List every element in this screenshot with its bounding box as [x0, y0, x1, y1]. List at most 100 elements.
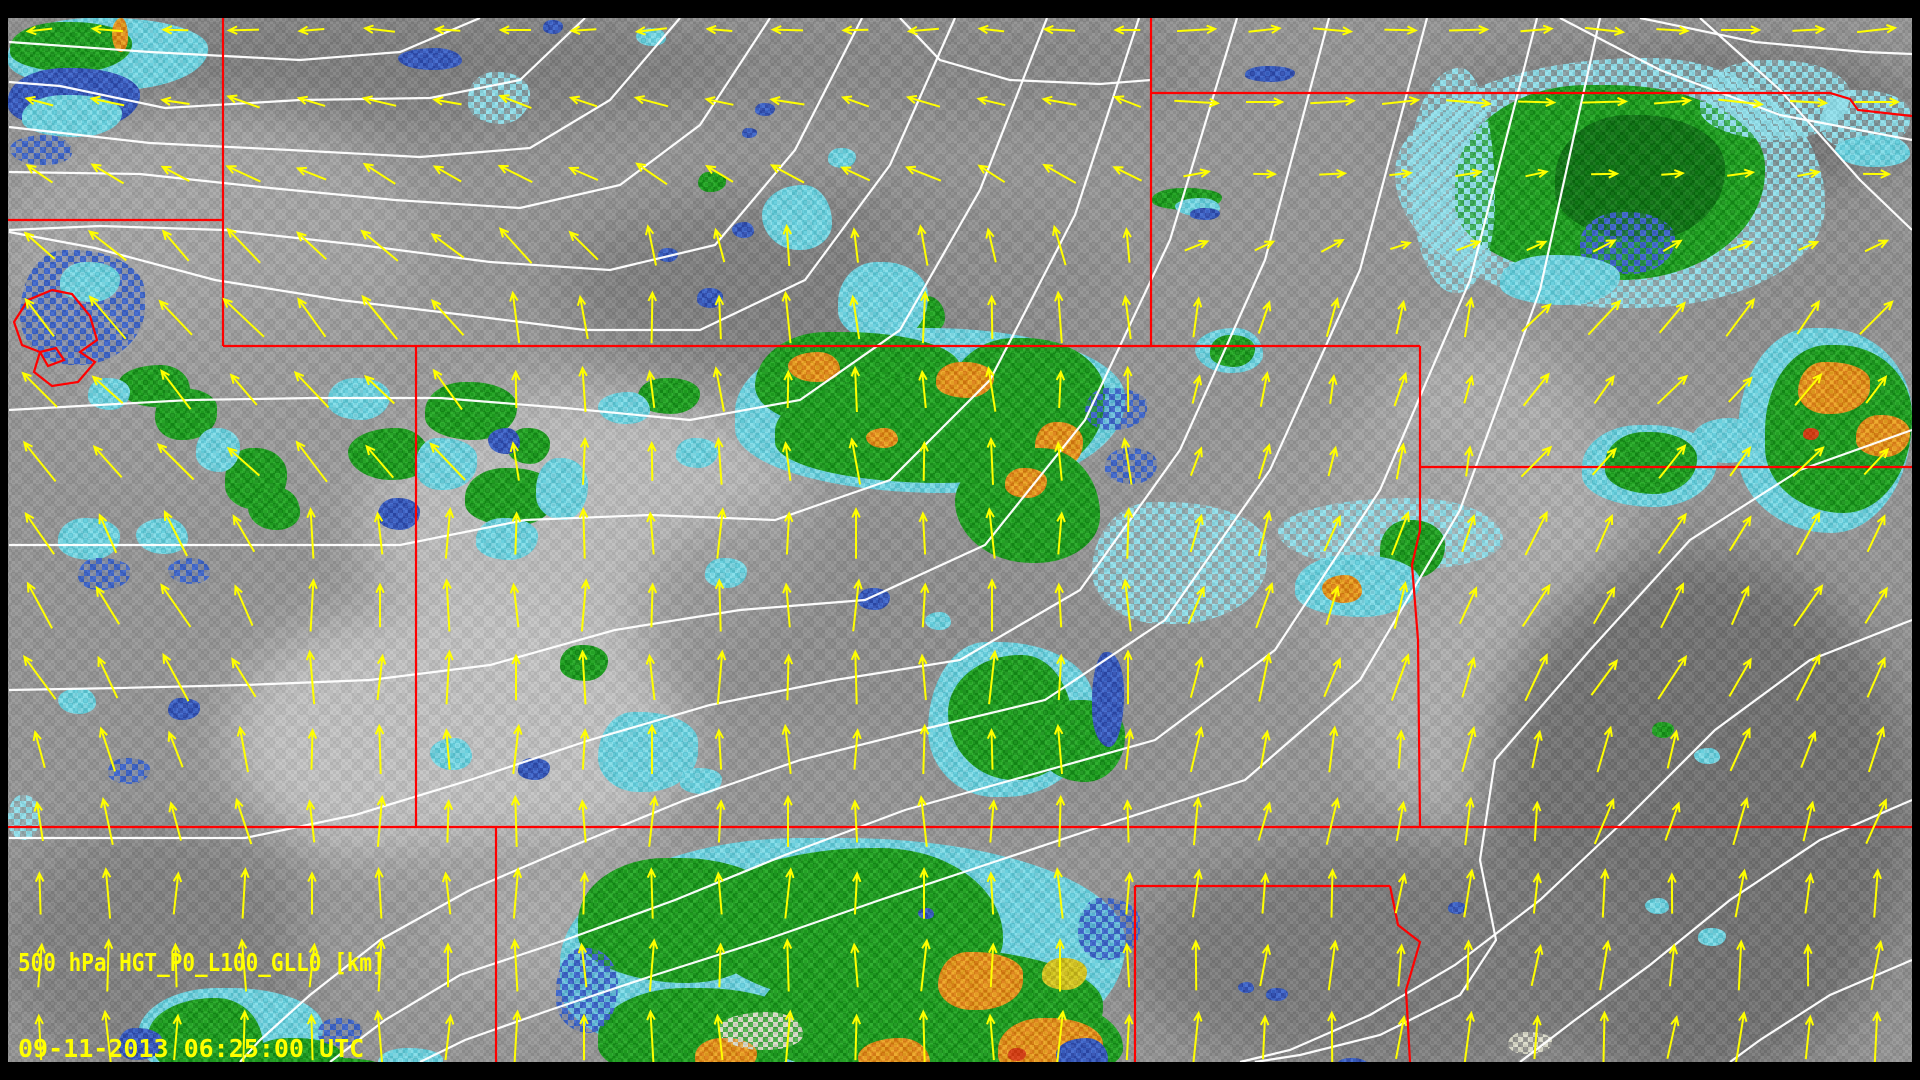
wind-vector-arrow: [442, 728, 452, 770]
wind-vector-arrow: [1668, 943, 1679, 987]
wind-vector-arrow: [1053, 867, 1064, 919]
wind-vector-arrow: [510, 938, 520, 992]
wind-vector-arrow: [1667, 872, 1677, 914]
wind-vector-arrow: [295, 440, 328, 483]
wind-vector-arrow: [849, 294, 861, 340]
wind-vector-arrow: [1054, 440, 1064, 481]
wind-vector-arrow: [1112, 166, 1143, 182]
wind-vector-arrow: [1122, 942, 1132, 988]
wind-vector-arrow: [783, 369, 793, 409]
radar-echo-blob: [925, 612, 951, 630]
radar-echo-blob: [1698, 928, 1726, 946]
wind-vector-arrow: [579, 1013, 589, 1061]
wind-vector-arrow: [782, 582, 792, 628]
wind-vector-arrow: [498, 25, 531, 35]
wind-vector-arrow: [295, 166, 327, 181]
wind-vector-arrow: [1728, 376, 1753, 403]
wind-vector-arrow: [1041, 95, 1077, 106]
wind-vector-arrow: [1728, 240, 1754, 251]
wind-vector-arrow: [1122, 227, 1132, 263]
wind-vector-arrow: [1310, 96, 1357, 106]
wind-vector-arrow: [1464, 796, 1475, 846]
wind-vector-arrow: [1184, 239, 1210, 252]
radar-echo-blob: [742, 128, 757, 138]
wind-vector-arrow: [1056, 1009, 1067, 1065]
wind-vector-arrow: [985, 507, 996, 559]
wind-vector-arrow: [977, 24, 1005, 35]
height-contour-line: [8, 17, 957, 332]
radar-echo-blob: [430, 738, 472, 770]
wind-vector-arrow: [567, 166, 599, 181]
wind-vector-arrow: [374, 867, 384, 919]
wind-vector-arrow: [100, 796, 114, 846]
radar-echo-blob: [1008, 1048, 1026, 1061]
wind-vector-arrow: [1730, 585, 1750, 626]
wind-vector-arrow: [1866, 514, 1886, 553]
wind-vector-arrow: [361, 294, 398, 341]
wind-vector-arrow: [1327, 445, 1339, 477]
wind-vector-arrow: [578, 799, 588, 843]
wind-vector-arrow: [1390, 510, 1410, 556]
frame-border-bottom: [0, 1062, 1920, 1080]
wind-vector-arrow: [1395, 800, 1407, 842]
wind-vector-arrow: [1327, 1010, 1337, 1064]
wind-vector-arrow: [1461, 725, 1477, 773]
wind-vector-arrow: [1313, 26, 1354, 36]
wind-vector-arrow: [1595, 513, 1614, 553]
wind-vector-arrow: [840, 95, 870, 108]
wind-vector-arrow: [1390, 653, 1410, 701]
wind-vector-arrow: [1461, 513, 1476, 553]
wind-vector-arrow: [441, 871, 452, 915]
radar-echo-blob: [1448, 902, 1466, 914]
radar-echo-blob: [866, 428, 898, 448]
radar-echo-blob: [1092, 652, 1124, 747]
wind-vector-arrow: [376, 938, 386, 992]
wind-vector-arrow: [1863, 169, 1892, 179]
wind-vector-arrow: [580, 578, 591, 632]
wind-vector-arrow: [714, 436, 724, 485]
wind-vector-arrow: [373, 511, 384, 555]
wind-vector-arrow: [1530, 943, 1544, 987]
wind-vector-arrow: [1054, 290, 1064, 344]
wind-vector-arrow: [98, 726, 116, 772]
wind-vector-arrow: [1259, 370, 1271, 407]
wind-vector-arrow: [1666, 729, 1680, 769]
wind-vector-arrow: [646, 369, 656, 409]
height-contour-line: [8, 17, 1239, 692]
wind-vector-arrow: [1389, 240, 1412, 251]
wind-vector-arrow: [1662, 239, 1683, 253]
wind-vector-arrow: [362, 162, 396, 185]
wind-vector-arrow: [1055, 369, 1066, 409]
radar-echo-blob: [1605, 432, 1697, 494]
radar-echo-blob: [415, 438, 477, 490]
radar-echo-blob: [762, 185, 832, 250]
wind-vector-arrow: [161, 229, 190, 262]
state-boundary-layer: [8, 18, 1913, 1063]
wind-vector-arrow: [1521, 583, 1551, 627]
wind-vector-arrow: [918, 511, 928, 555]
height-contour-layer: [8, 16, 1913, 1064]
wind-vector-arrow: [308, 578, 318, 632]
height-contour-line: [1639, 16, 1913, 56]
wind-vector-arrow: [784, 867, 795, 919]
wind-vector-arrow: [1803, 943, 1813, 987]
wind-vector-arrow: [850, 227, 860, 263]
radar-echo-blob: [248, 488, 300, 530]
wind-vector-arrow: [1393, 581, 1409, 629]
wind-vector-arrow: [918, 653, 928, 701]
radar-echo-blob: [60, 262, 120, 302]
height-contour-line: [419, 17, 1602, 1063]
height-contour-line: [9, 17, 1331, 840]
wind-vector-arrow: [1325, 297, 1340, 337]
wind-vector-arrow: [226, 25, 260, 35]
wind-vector-arrow: [444, 507, 455, 559]
radar-echo-blob: [1803, 428, 1819, 440]
wind-vector-arrow: [1584, 26, 1626, 36]
wind-vector-arrow: [498, 94, 532, 109]
wind-vector-arrow: [1056, 653, 1066, 701]
wind-vector-arrow: [234, 797, 253, 845]
wind-vector-arrow: [1320, 238, 1345, 253]
height-contour-line: [8, 17, 863, 272]
wind-vector-arrow: [1327, 868, 1338, 918]
